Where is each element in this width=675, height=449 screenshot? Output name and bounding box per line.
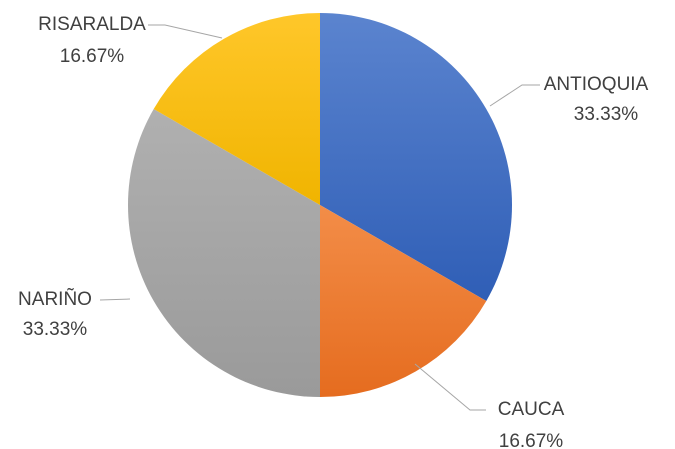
slice-label-risaralda: RISARALDA <box>38 14 146 35</box>
slice-value-risaralda: 16.67% <box>60 46 125 67</box>
slice-label-cauca: CAUCA <box>498 399 565 420</box>
leader-line-antioquia <box>489 84 540 107</box>
pie-labels: ANTIOQUIA 33.33% CAUCA 16.67% NARIÑO 33.33% RI… <box>18 14 649 449</box>
pie-slice-nariño <box>127 109 320 397</box>
leader-line-risaralda <box>148 24 223 39</box>
leader-line-cauca <box>414 363 486 411</box>
slice-value-nariño: 33.33% <box>23 319 88 340</box>
pie-slice-cauca <box>320 205 487 397</box>
pie-slice-antioquia <box>320 13 513 301</box>
pie-slices <box>127 12 513 397</box>
slice-label-antioquia: ANTIOQUIA <box>544 74 649 95</box>
slice-value-cauca: 16.67% <box>499 431 564 449</box>
leader-line-nariño <box>99 298 131 301</box>
slice-label-nariño: NARIÑO <box>18 288 92 310</box>
slice-value-antioquia: 33.33% <box>574 104 639 125</box>
pie-slice-risaralda <box>153 12 320 205</box>
